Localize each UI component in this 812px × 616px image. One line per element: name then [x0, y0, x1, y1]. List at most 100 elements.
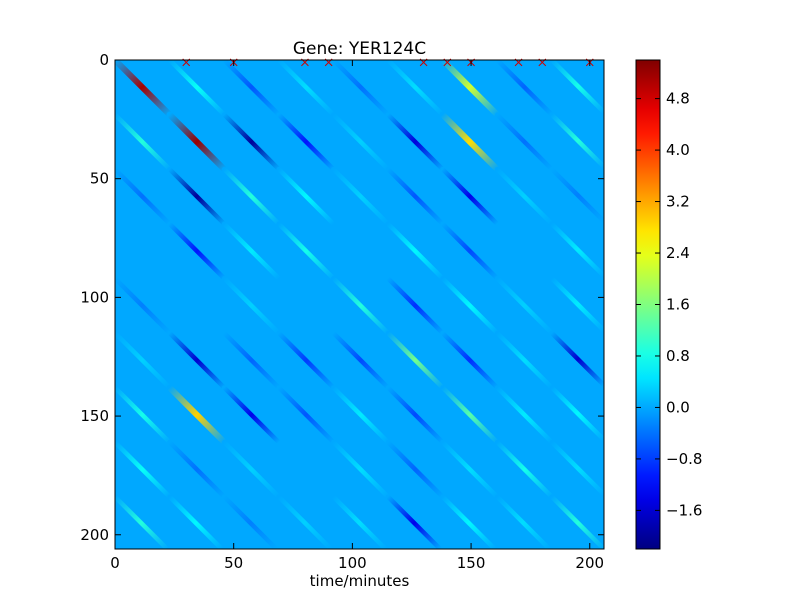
- chart-title: Gene: YER124C: [293, 39, 426, 59]
- heatmap-streak: [276, 494, 334, 549]
- plot-frame: [114, 59, 605, 550]
- heatmap-streak: [331, 60, 391, 117]
- heatmap-streak: [331, 330, 391, 390]
- colorbar-tick-label: −0.8: [666, 450, 702, 468]
- heatmap-streak: [440, 221, 500, 281]
- heatmap-streak: [167, 221, 227, 281]
- heatmap-streak: [221, 330, 282, 390]
- heatmap-streak: [167, 494, 225, 549]
- heatmap-streak: [549, 330, 604, 388]
- heatmap-streak: [494, 60, 555, 117]
- heatmap-streak: [331, 112, 391, 172]
- heatmap-streak: [439, 111, 501, 173]
- heatmap-streak: [221, 166, 282, 227]
- heatmap-streak: [385, 330, 445, 390]
- x-tick-label: 200: [575, 554, 604, 572]
- heatmap-streak: [115, 385, 172, 445]
- heatmap-streak: [549, 494, 604, 549]
- heatmap-streak: [167, 439, 227, 500]
- heatmap-streak: [549, 276, 604, 333]
- x-axis-label: time/minutes: [310, 572, 410, 590]
- colorbar-tick-label: 4.0: [666, 141, 690, 159]
- heatmap-streak: [549, 112, 604, 170]
- heatmap-streak: [494, 112, 555, 172]
- plot-area: [114, 58, 605, 550]
- colorbar-tick-label: 1.6: [666, 296, 690, 314]
- heatmap-streak: [440, 494, 498, 549]
- heatmap-streak: [494, 276, 555, 336]
- heatmap-streak: [221, 439, 282, 500]
- heatmap-streak: [167, 330, 227, 390]
- heatmap-streak: [440, 330, 500, 390]
- heatmap-streak: [549, 221, 604, 279]
- colorbar-tick-label: 0.0: [666, 398, 690, 416]
- heatmap-streak: [494, 439, 555, 500]
- heatmap-streak: [385, 494, 443, 549]
- colorbar-tick-label: −1.6: [666, 501, 702, 519]
- heatmap-streak: [221, 494, 279, 549]
- colorbar-ticks: −1.6 −0.8 0.0 0.8 1.6 2.4 3.2 4.0 4.8: [636, 90, 702, 519]
- heatmap-streak: [494, 166, 555, 227]
- heatmap-streak: [115, 112, 172, 172]
- y-axis: 0 50 100 150 200: [80, 51, 604, 544]
- colorbar-tick-label: 2.4: [666, 244, 690, 262]
- heatmap-cells: [115, 60, 604, 549]
- heatmap-streak: [440, 385, 500, 445]
- heatmap-streak: [221, 276, 282, 336]
- heatmap-streak: [167, 60, 227, 117]
- x-axis: 0 50 100 150 200: [110, 60, 604, 572]
- heatmap-streak: [276, 385, 336, 445]
- colorbar-tick-label: 4.8: [666, 90, 690, 108]
- heatmap-streak: [440, 276, 500, 336]
- heatmap-streak: [331, 494, 388, 549]
- x-tick-label: 0: [110, 554, 120, 572]
- heatmap-streak: [115, 330, 172, 390]
- heatmap-streak: [276, 60, 336, 117]
- heatmap-streak: [385, 60, 445, 117]
- heatmap-streak: [439, 60, 501, 118]
- x-tick-label: 100: [338, 554, 367, 572]
- y-tick-label: 100: [80, 288, 109, 306]
- y-tick-label: 0: [99, 51, 109, 69]
- heatmap-streak: [549, 166, 604, 224]
- heatmap-streak: [167, 166, 227, 227]
- colorbar: −1.6 −0.8 0.0 0.8 1.6 2.4 3.2 4.0 4.8: [635, 59, 702, 550]
- x-tick-label: 150: [457, 554, 486, 572]
- heatmap-streak: [115, 439, 172, 500]
- heatmap-streak: [221, 385, 282, 445]
- heatmap-streak: [221, 112, 282, 172]
- heatmap-streak: [331, 385, 391, 445]
- heatmap-streak: [385, 385, 445, 445]
- heatmap-streak: [440, 439, 500, 500]
- heatmap-streak: [115, 166, 172, 227]
- heatmap-streak: [115, 60, 173, 118]
- heatmap-streak: [331, 166, 391, 227]
- heatmap-streak: [115, 494, 170, 549]
- heatmap-streak: [385, 221, 445, 281]
- heatmap-streak: [276, 166, 336, 227]
- heatmap-streak: [385, 112, 445, 172]
- heatmap-streak: [276, 112, 336, 172]
- heatmap-streak: [549, 439, 604, 497]
- colorbar-tick-label: 0.8: [666, 347, 690, 365]
- heatmap-streak: [385, 439, 445, 500]
- heatmap-streak: [440, 166, 500, 227]
- y-tick-label: 50: [90, 170, 109, 188]
- x-tick-label: 50: [224, 554, 243, 572]
- heatmap-streak: [385, 166, 445, 227]
- heatmap-streak: [494, 385, 555, 445]
- heatmap-streak: [221, 221, 282, 281]
- heatmap-streak: [331, 439, 391, 500]
- heatmap-streak: [115, 276, 172, 336]
- heatmap-streak: [331, 276, 391, 336]
- colorbar-tick-label: 3.2: [666, 193, 690, 211]
- y-tick-label: 200: [80, 526, 109, 544]
- heatmap-streak: [276, 330, 336, 390]
- heatmap-streak: [221, 60, 282, 117]
- heatmap-streak: [276, 221, 336, 281]
- y-tick-label: 150: [80, 407, 109, 425]
- heatmap-streak: [549, 385, 604, 443]
- heatmap-streak: [494, 494, 552, 549]
